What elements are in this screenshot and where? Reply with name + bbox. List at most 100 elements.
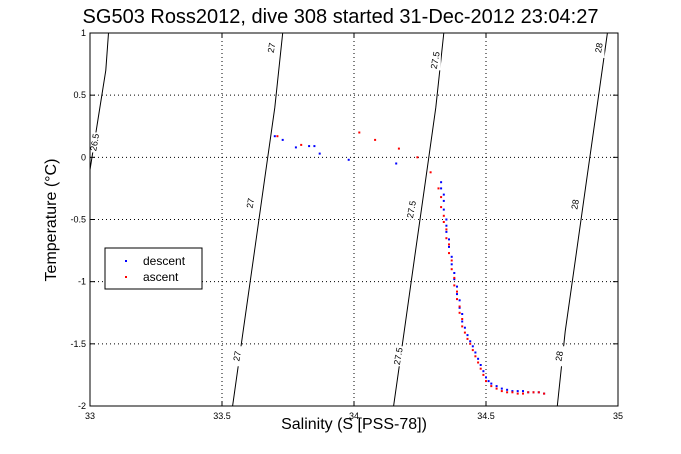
data-point <box>440 181 443 184</box>
data-point <box>477 357 480 360</box>
data-point <box>463 326 466 329</box>
data-point <box>537 391 540 394</box>
data-point <box>463 331 466 334</box>
density-contour-line <box>232 33 284 406</box>
data-point <box>440 187 443 190</box>
data-point <box>395 162 398 165</box>
contour-label-bg <box>246 193 257 214</box>
x-tick-label: 34 <box>349 411 359 421</box>
x-tick-label: 33.5 <box>213 411 231 421</box>
data-point <box>294 146 297 149</box>
legend-label: descent <box>143 254 186 268</box>
contour-label: 28 <box>593 42 605 54</box>
data-point <box>471 345 474 348</box>
contour-label-bg <box>594 37 605 58</box>
data-point <box>456 298 458 301</box>
data-point <box>500 387 503 390</box>
data-point <box>453 272 456 274</box>
data-point <box>416 156 419 159</box>
contour-label-bg <box>267 37 278 58</box>
data-point <box>485 376 487 379</box>
data-point <box>445 218 448 221</box>
data-point <box>276 135 279 138</box>
data-point <box>482 370 485 373</box>
data-point <box>450 255 453 258</box>
data-point <box>469 340 472 343</box>
data-point <box>442 199 445 202</box>
data-point <box>448 252 450 255</box>
data-point <box>442 208 445 211</box>
data-point <box>477 361 480 364</box>
y-tick-label: 0 <box>81 152 86 162</box>
data-point <box>450 263 453 266</box>
data-point <box>485 380 487 383</box>
contour-label: 27.5 <box>392 347 405 366</box>
contour-label-bg <box>90 132 101 153</box>
data-point <box>495 385 498 388</box>
data-point <box>442 221 445 223</box>
data-point <box>440 196 443 199</box>
data-point <box>479 364 482 366</box>
contour-label: 28 <box>569 199 581 211</box>
data-point <box>506 391 509 394</box>
data-point <box>448 245 450 248</box>
data-point <box>522 392 524 395</box>
data-point <box>453 284 456 287</box>
x-tick-label: 34.5 <box>477 411 495 421</box>
data-point <box>461 313 464 315</box>
data-point <box>487 380 490 383</box>
data-point <box>482 373 485 376</box>
data-point <box>479 367 482 370</box>
data-point <box>453 278 456 281</box>
contour-label: 27 <box>231 350 243 362</box>
density-contour-line <box>393 33 445 406</box>
data-point <box>445 224 448 227</box>
series-ascent <box>276 131 546 395</box>
data-point <box>461 320 464 323</box>
data-point <box>458 299 461 302</box>
data-point <box>456 285 458 288</box>
y-tick-label: -2 <box>78 401 86 411</box>
data-point <box>313 145 316 148</box>
data-point <box>471 349 474 352</box>
contour-label: 26.5 <box>88 133 101 152</box>
data-point <box>440 206 443 209</box>
data-point <box>461 318 464 320</box>
data-point <box>358 131 361 134</box>
data-point <box>490 385 493 388</box>
data-point <box>461 325 464 328</box>
data-point <box>506 388 509 391</box>
x-tick-label: 35 <box>613 411 623 421</box>
contour-label: 28 <box>554 350 566 362</box>
y-tick-label: -1 <box>78 277 86 287</box>
data-point <box>469 342 472 345</box>
data-point <box>543 392 546 395</box>
data-point <box>474 351 477 354</box>
data-point <box>453 276 456 279</box>
data-point <box>300 143 303 146</box>
data-point <box>458 311 461 314</box>
legend-marker <box>125 276 127 278</box>
y-tick-label: -0.5 <box>70 215 86 225</box>
data-point <box>445 228 448 231</box>
data-point <box>397 147 400 150</box>
data-point <box>466 337 469 340</box>
contour-label: 27.5 <box>429 51 442 70</box>
y-tick-label: -1.5 <box>70 339 86 349</box>
legend-marker <box>125 260 127 262</box>
contour-label: 27.5 <box>405 200 418 219</box>
y-tick-label: 1 <box>81 28 86 38</box>
density-contours: 26.5 27 27 27 27.5 27.5 27.5 28 28 28 <box>88 33 608 406</box>
data-point <box>448 243 450 246</box>
data-point <box>532 391 535 394</box>
data-point <box>374 138 377 141</box>
data-point <box>318 152 321 155</box>
data-point <box>347 158 350 161</box>
data-point <box>490 382 493 385</box>
contour-label: 27 <box>245 197 257 209</box>
data-point <box>442 214 445 217</box>
x-axis-label: Salinity (S [PSS-78]) <box>281 416 427 433</box>
data-point <box>527 391 530 394</box>
data-point <box>458 306 461 309</box>
